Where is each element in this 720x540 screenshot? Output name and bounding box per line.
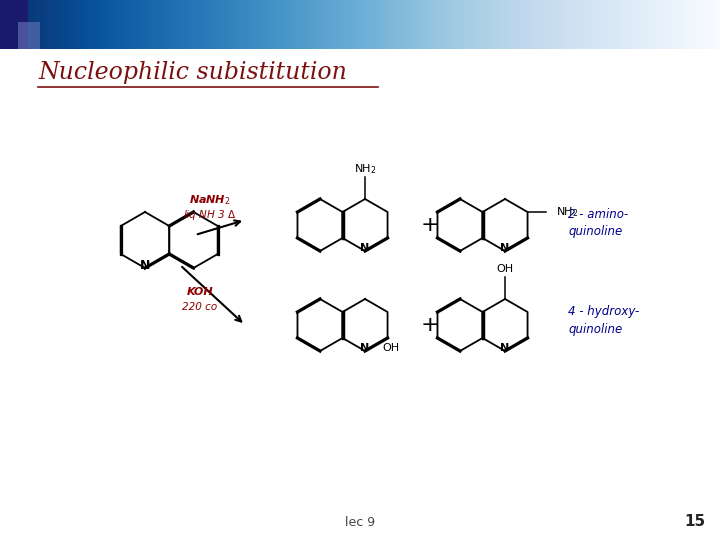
- Text: liq NH 3 $\Delta$: liq NH 3 $\Delta$: [184, 208, 237, 222]
- Text: NaNH$_2$: NaNH$_2$: [189, 193, 230, 207]
- Text: +: +: [420, 215, 439, 235]
- FancyBboxPatch shape: [0, 0, 28, 49]
- Text: 4 - hydroxy-: 4 - hydroxy-: [568, 306, 639, 319]
- Text: OH: OH: [382, 343, 399, 353]
- Text: N: N: [500, 343, 510, 353]
- Text: quinoline: quinoline: [568, 322, 622, 335]
- Text: N: N: [361, 343, 369, 353]
- Text: 220 co: 220 co: [182, 302, 217, 312]
- Text: NH$_2$: NH$_2$: [354, 162, 377, 176]
- Text: Nucleophilic subistitution: Nucleophilic subistitution: [38, 60, 347, 84]
- Text: quinoline: quinoline: [568, 226, 622, 239]
- Text: KOH: KOH: [186, 287, 213, 297]
- Text: +: +: [420, 315, 439, 335]
- Text: 15: 15: [685, 515, 706, 530]
- Text: OH: OH: [497, 264, 513, 274]
- Text: N: N: [361, 244, 369, 253]
- FancyBboxPatch shape: [18, 22, 40, 49]
- Text: N: N: [140, 259, 150, 272]
- Text: NH$_2$: NH$_2$: [556, 205, 578, 219]
- Text: lec 9: lec 9: [345, 516, 375, 529]
- Text: 2 - amino-: 2 - amino-: [568, 208, 629, 221]
- Text: N: N: [500, 244, 510, 253]
